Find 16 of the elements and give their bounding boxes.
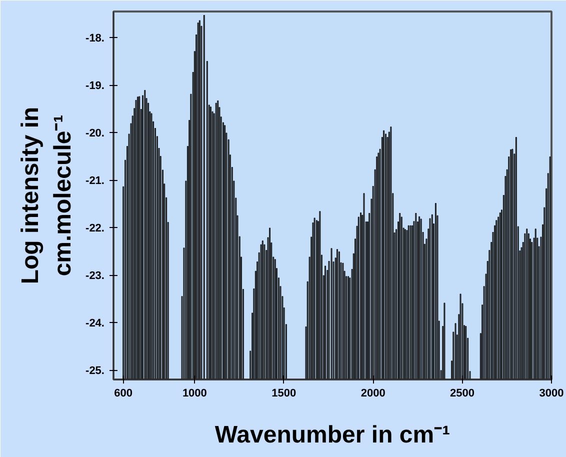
- x-tick-label: 1000: [182, 388, 207, 400]
- y-tick-label: -19.: [86, 80, 105, 92]
- y-axis-title: Log intensity in cm.molecule⁻¹: [17, 106, 77, 284]
- y-tick-label: -23.: [86, 270, 105, 282]
- y-tick-label: -22.: [86, 222, 105, 235]
- y-tick-label: -20.: [86, 128, 105, 140]
- y-tick-label: -24.: [86, 318, 105, 330]
- y-tick-label: -21.: [86, 175, 105, 188]
- x-tick-label: 600: [114, 388, 132, 400]
- y-tick-label: -25.: [86, 365, 105, 378]
- x-tick-label: 2000: [360, 388, 386, 400]
- x-tick-label: 2500: [450, 388, 475, 400]
- x-tick-label: 1500: [272, 388, 296, 400]
- x-tick-label: 3000: [539, 388, 564, 400]
- x-axis-title: Wavenumber in cm⁻¹: [214, 422, 450, 448]
- y-tick-label: -18.: [86, 32, 105, 45]
